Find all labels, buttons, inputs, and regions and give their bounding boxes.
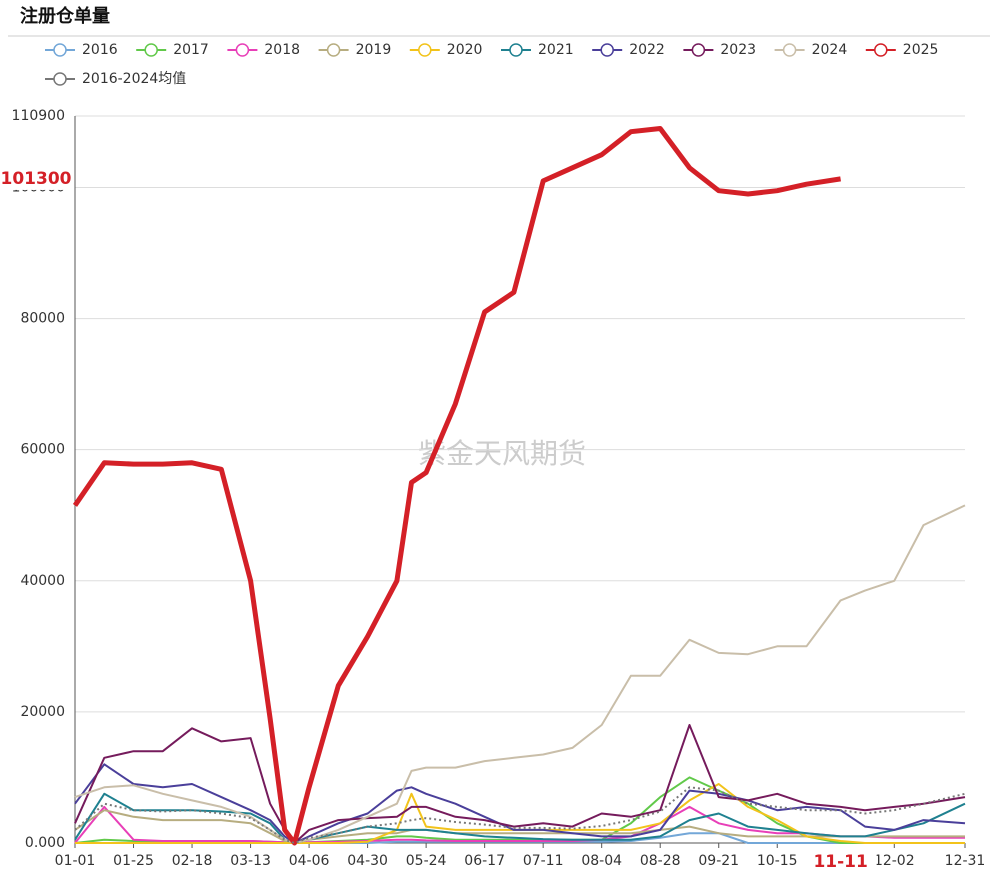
pointer-y-label: 101300	[1, 169, 72, 189]
legend-label: 2022	[629, 42, 665, 58]
legend-item: 2016-2024均值	[45, 71, 186, 87]
series-line	[74, 809, 965, 844]
x-tick-label: 01-25	[113, 853, 154, 869]
legend-item: 2021	[501, 42, 574, 58]
pointer-x-label: 11-11	[813, 852, 867, 872]
x-tick-label: 03-13	[230, 853, 271, 869]
x-tick-label: 01-01	[55, 853, 96, 869]
y-tick-label: 110900	[12, 108, 65, 124]
legend-label: 2018	[264, 42, 300, 58]
legend-icon	[874, 43, 888, 57]
legend-item: 2020	[409, 42, 483, 58]
legend-icon	[53, 72, 67, 86]
legend-label: 2016	[82, 42, 118, 58]
legend-icon	[418, 43, 432, 57]
x-tick-label: 06-17	[464, 853, 505, 869]
legend-item: 2019	[318, 42, 392, 58]
legend-item: 2022	[592, 42, 665, 58]
x-tick-label: 07-11	[523, 853, 564, 869]
legend-item: 2018	[227, 42, 300, 58]
legend-icon	[53, 43, 67, 57]
pointer-x-box	[804, 850, 877, 874]
legend-item: 2023	[683, 42, 756, 58]
chart-title: 注册仓单量	[20, 5, 110, 27]
legend-icon	[144, 43, 158, 57]
legend-label: 2019	[356, 42, 392, 58]
x-tick-label: 10-15	[757, 853, 798, 869]
watermark: 紫金天风期货	[418, 437, 586, 470]
x-tick-label: 04-30	[347, 853, 388, 869]
legend-label: 2025	[903, 42, 939, 58]
legend-icon	[600, 43, 614, 57]
series-line	[72, 126, 841, 846]
x-tick-label: 12-02	[874, 853, 915, 869]
series-line	[74, 805, 965, 844]
series-line	[74, 724, 966, 844]
x-tick-label: 08-28	[640, 853, 681, 869]
legend-label: 2016-2024均值	[82, 71, 186, 87]
series-line	[74, 504, 966, 844]
y-tick-label: 0.000	[25, 835, 65, 851]
legend-icon	[326, 43, 341, 57]
series-line	[74, 786, 966, 844]
x-tick-label: 12-31	[945, 853, 986, 869]
legend-item: 2016	[45, 42, 118, 58]
series-line	[75, 783, 965, 844]
x-tick-label: 02-18	[172, 853, 213, 869]
series-line	[74, 792, 966, 844]
y-tick-label: 20000	[20, 704, 65, 720]
y-tick-label: 40000	[20, 573, 65, 589]
x-tick-label: 09-21	[698, 853, 739, 869]
pointer-y-box	[0, 167, 70, 190]
y-tick-label: 80000	[20, 311, 65, 327]
legend-label: 2017	[173, 42, 209, 58]
legend-item: 2025	[865, 42, 939, 58]
y-tick-label: 60000	[20, 442, 65, 458]
x-tick-label: 08-04	[581, 853, 622, 869]
legend-label: 2023	[720, 42, 756, 58]
legend-icon	[509, 43, 523, 57]
legend-label: 2021	[538, 42, 574, 58]
x-tick-label: 04-06	[289, 853, 330, 869]
legend-icon	[691, 43, 706, 57]
legend-item: 2024	[774, 42, 848, 58]
x-tick-label: 05-24	[406, 853, 447, 869]
series-line	[74, 763, 966, 844]
legend-item: 2017	[136, 42, 209, 58]
legend-icon	[782, 43, 797, 57]
legend-label: 2024	[812, 42, 848, 58]
legend-icon	[235, 43, 250, 57]
legend-label: 2020	[447, 42, 483, 58]
